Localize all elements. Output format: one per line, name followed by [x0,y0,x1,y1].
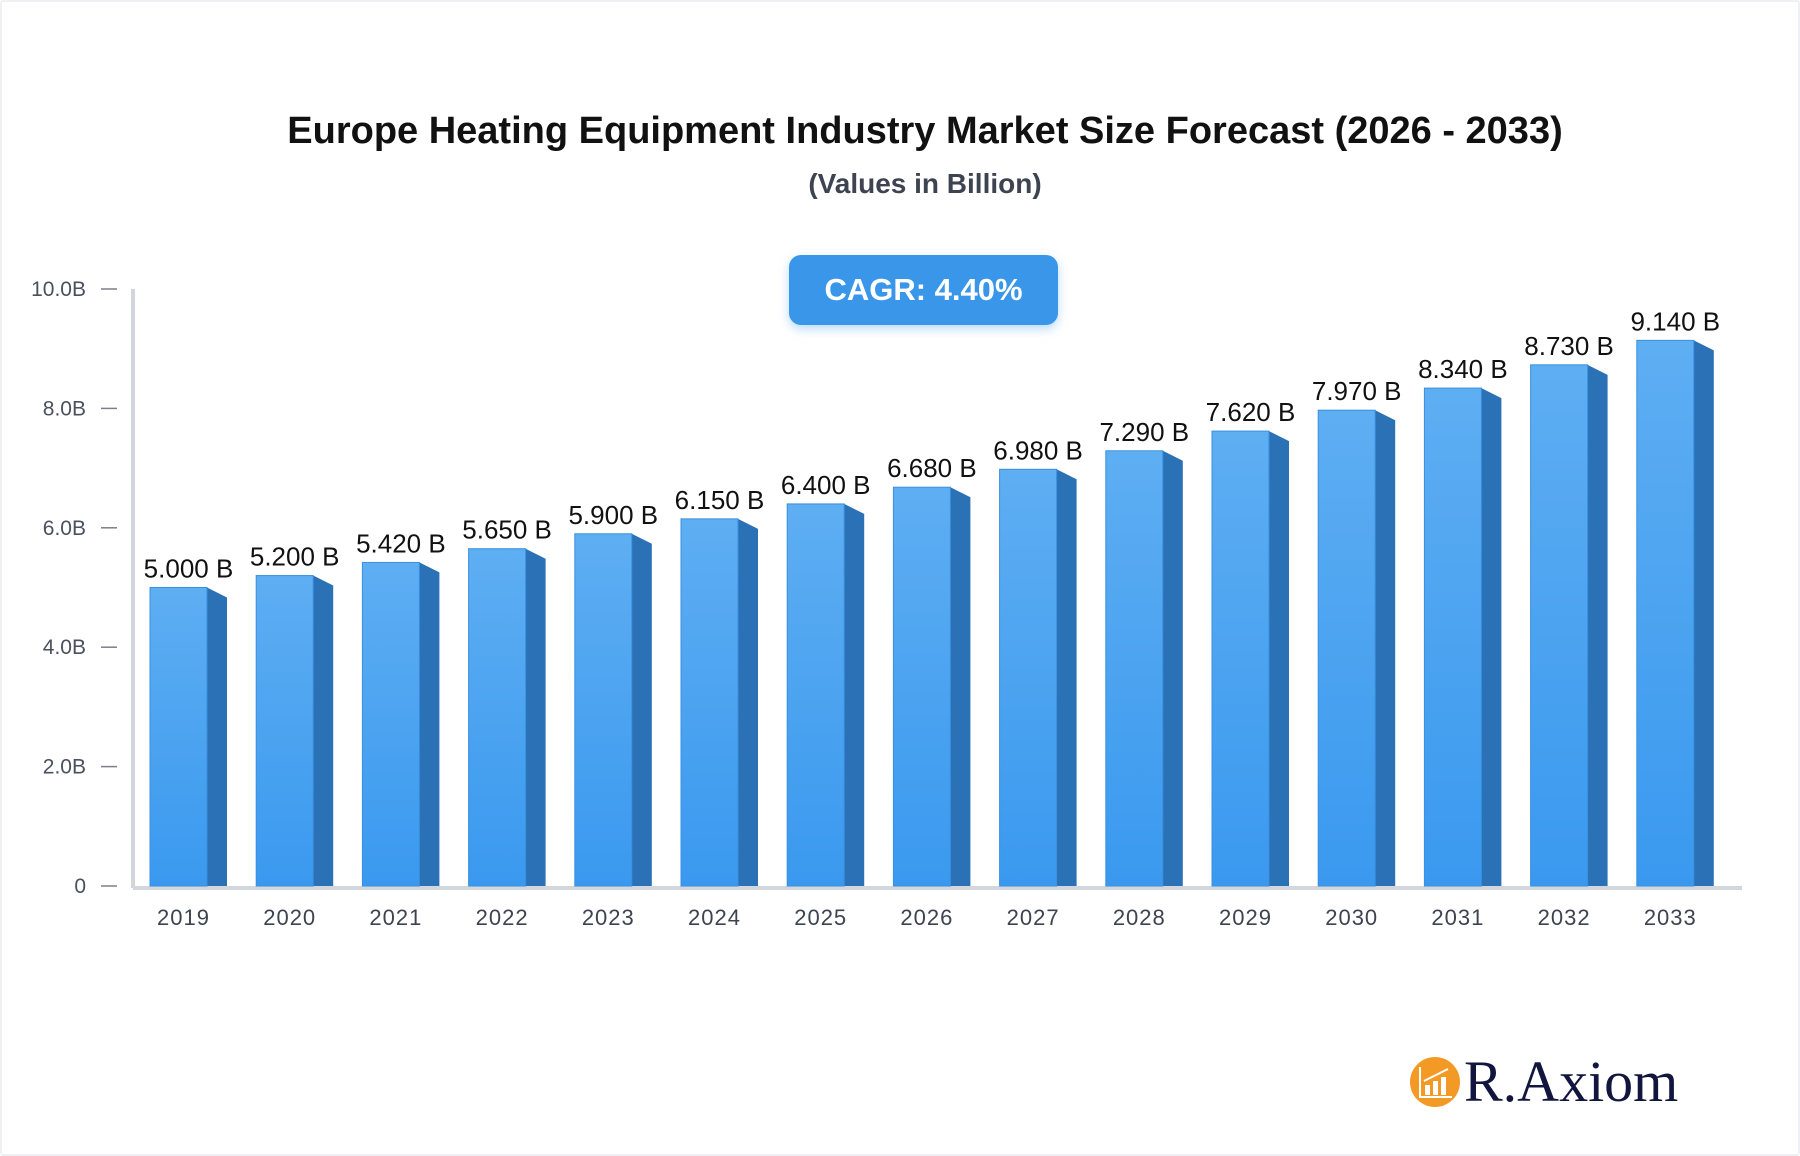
bar [149,587,208,887]
bar-side [1481,388,1502,886]
bar [999,468,1058,887]
x-tick-label: 2029 [1219,905,1272,930]
bar-side [1056,469,1077,886]
cagr-badge: CAGR: 4.40% [789,255,1058,325]
chart-title: Europe Heating Equipment Industry Market… [287,110,1563,152]
x-tick-label: 2028 [1113,905,1166,930]
data-label: 5.900 B [568,500,658,530]
data-label: 6.980 B [993,435,1083,465]
bar-side [1375,410,1396,886]
y-tick-label: 6.0B [43,517,86,540]
data-label: 7.970 B [1312,376,1402,406]
x-tick-label: 2024 [688,905,741,930]
data-label: 6.150 B [675,485,765,515]
bar [1211,430,1270,887]
chart-subtitle: (Values in Billion) [808,168,1042,199]
data-label: 7.290 B [1099,417,1189,447]
x-tick-label: 2033 [1644,905,1697,930]
y-tick-label: 10.0B [31,278,86,301]
bar [574,533,633,887]
bar [1317,409,1376,887]
data-label: 5.200 B [250,542,340,572]
data-label: 8.730 B [1524,331,1614,361]
x-tick-label: 2031 [1431,905,1484,930]
bar-side [950,487,971,886]
bar [1105,450,1164,887]
x-tick-label: 2032 [1538,905,1591,930]
x-tick-label: 2023 [582,905,635,930]
data-label: 5.420 B [356,528,446,558]
bar-side [313,575,334,886]
bar [1530,364,1589,887]
data-label: 6.680 B [887,453,977,483]
x-tick-label: 2027 [1007,905,1060,930]
brand-name: R.Axiom [1464,1049,1679,1114]
x-tick-label: 2026 [900,905,953,930]
x-tick-label: 2022 [476,905,529,930]
x-tick-label: 2030 [1325,905,1378,930]
bar-side [1693,340,1714,886]
bar-side [738,518,758,886]
chart-growth-icon [1410,1056,1460,1107]
data-label: 5.650 B [462,515,552,545]
bar-side [631,533,652,886]
bar-side [1162,450,1183,886]
bar [468,548,527,887]
bar-side [1269,431,1289,886]
bar [786,503,845,887]
data-label: 7.620 B [1206,397,1296,427]
x-tick-label: 2020 [263,905,316,930]
y-tick-label: 0 [74,875,86,898]
bar-side [419,562,440,886]
bar [255,575,314,887]
bar-side [1587,364,1608,887]
bar [680,518,739,887]
bar [361,561,420,887]
y-tick-label: 8.0B [43,397,86,420]
bar [892,486,951,887]
data-label: 9.140 B [1630,306,1720,336]
data-label: 5.000 B [144,554,234,584]
bar-side [844,503,865,886]
brand-logo: R.Axiom [1410,1048,1678,1115]
bar [1423,387,1482,887]
bar-side [525,548,546,886]
bar-side [207,587,227,886]
y-tick-label: 2.0B [43,756,86,779]
bar [1636,339,1695,887]
data-label: 6.400 B [781,470,871,500]
y-tick-label: 4.0B [43,636,86,659]
x-tick-label: 2021 [369,905,422,930]
x-tick-label: 2019 [157,905,210,930]
x-tick-label: 2025 [794,905,847,930]
data-label: 8.340 B [1418,354,1508,384]
